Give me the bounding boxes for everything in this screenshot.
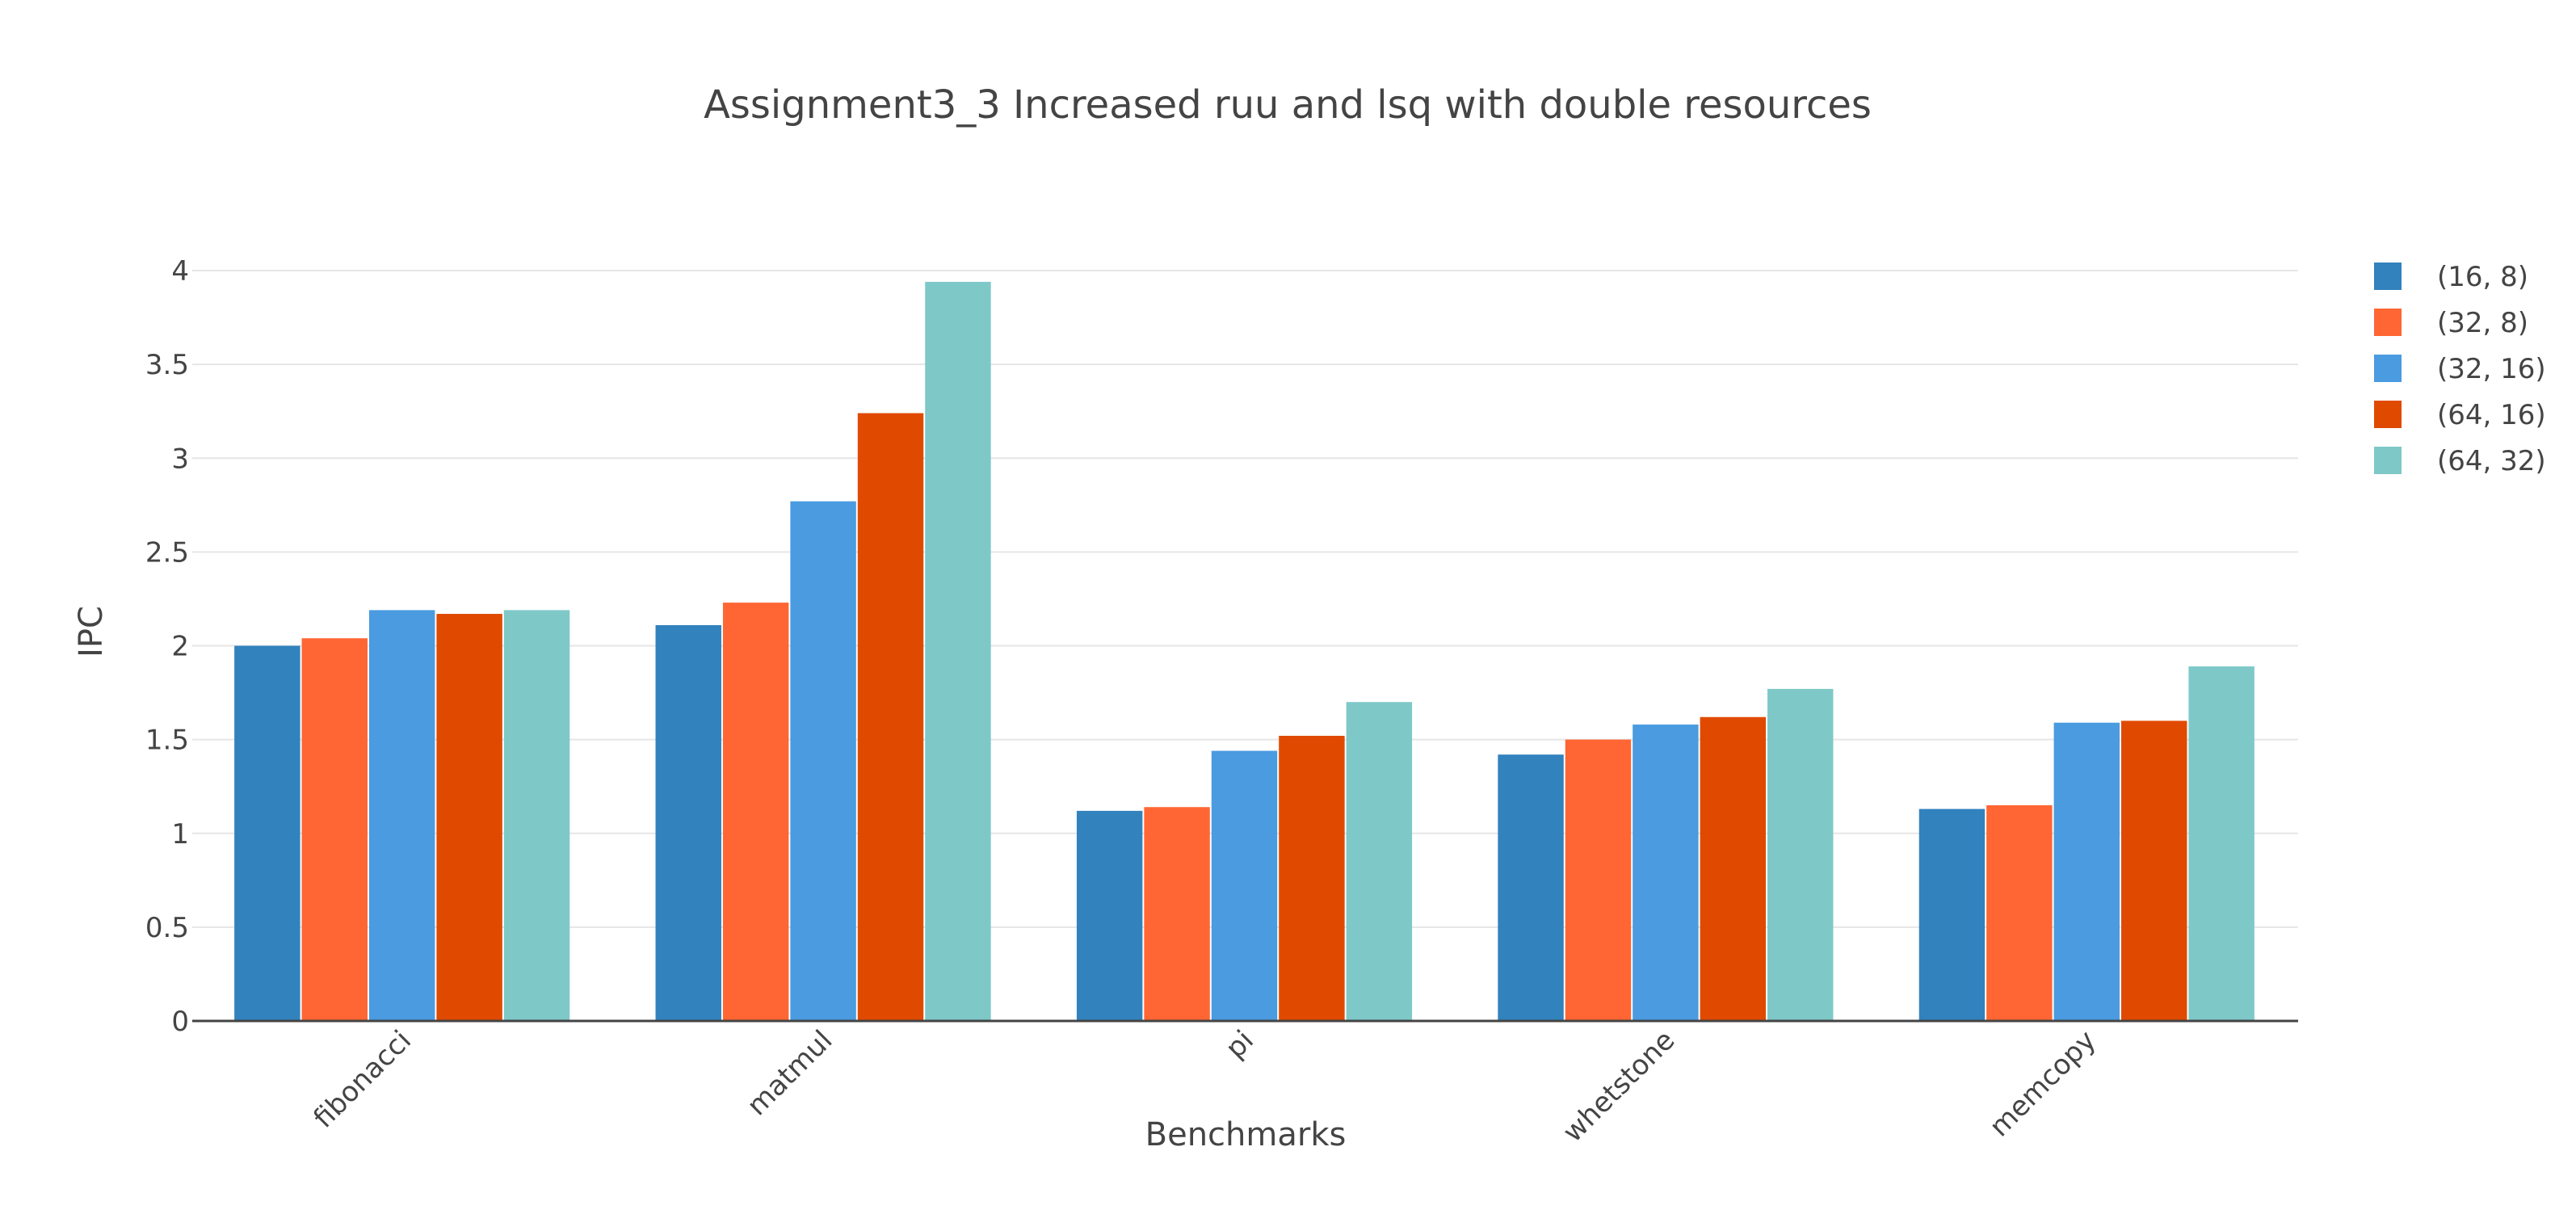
x-tick-label: whetstone <box>1557 1024 1681 1149</box>
bar <box>925 281 991 1021</box>
bar <box>1279 735 1345 1021</box>
bar <box>1633 725 1699 1021</box>
legend-label: (32, 8) <box>2437 307 2528 339</box>
legend: (16, 8) (32, 8) (32, 16) (64, 16) (64, 32) <box>2374 261 2546 477</box>
legend-swatch <box>2374 355 2402 382</box>
x-tick-label: fibonacci <box>308 1024 418 1134</box>
bar <box>503 610 570 1021</box>
bar <box>436 614 502 1021</box>
bar <box>301 638 368 1021</box>
bar <box>1144 807 1210 1021</box>
x-tick-label: matmul <box>741 1024 838 1122</box>
bar <box>1076 810 1143 1021</box>
bar <box>1700 716 1767 1021</box>
y-tick-labels: 0 0.5 1 1.5 2 2.5 3 3.5 4 <box>145 255 189 1038</box>
x-axis-title: Benchmarks <box>1145 1116 1347 1153</box>
x-tick-label: pi <box>1220 1024 1260 1065</box>
legend-swatch <box>2374 401 2402 428</box>
bar <box>1565 739 1632 1021</box>
legend-swatch <box>2374 263 2402 290</box>
bar <box>368 610 435 1021</box>
y-tick-label: 1.5 <box>145 725 189 757</box>
y-tick-label: 3 <box>171 443 189 475</box>
legend-swatch <box>2374 447 2402 474</box>
legend-label: (64, 16) <box>2437 399 2546 431</box>
y-tick-label: 0.5 <box>145 912 189 944</box>
bar <box>1346 702 1413 1021</box>
bar <box>2188 666 2255 1021</box>
bar <box>1986 804 2053 1021</box>
legend-label: (16, 8) <box>2437 261 2528 293</box>
y-axis-title: IPC <box>73 606 110 657</box>
legend-swatch <box>2374 309 2402 336</box>
y-tick-label: 2 <box>171 631 189 663</box>
y-tick-label: 4 <box>171 255 189 288</box>
legend-label: (64, 32) <box>2437 445 2546 477</box>
y-tick-label: 0 <box>171 1006 189 1038</box>
bar <box>790 501 856 1021</box>
bar <box>1211 750 1278 1021</box>
bar <box>2053 722 2120 1021</box>
bar <box>234 645 300 1021</box>
bar <box>655 624 721 1021</box>
bars <box>234 281 2255 1021</box>
legend-label: (32, 16) <box>2437 353 2546 385</box>
bar <box>2121 720 2187 1021</box>
bar <box>857 413 924 1021</box>
chart-title: Assignment3_3 Increased ruu and lsq with… <box>704 82 1872 128</box>
y-tick-label: 1 <box>171 818 189 851</box>
y-tick-label: 2.5 <box>145 536 189 569</box>
bar <box>1498 754 1564 1021</box>
x-tick-label: memcopy <box>1983 1024 2102 1143</box>
bar <box>1918 809 1986 1021</box>
bar <box>722 603 789 1021</box>
bar <box>1767 688 1834 1021</box>
y-tick-label: 3.5 <box>145 349 189 381</box>
